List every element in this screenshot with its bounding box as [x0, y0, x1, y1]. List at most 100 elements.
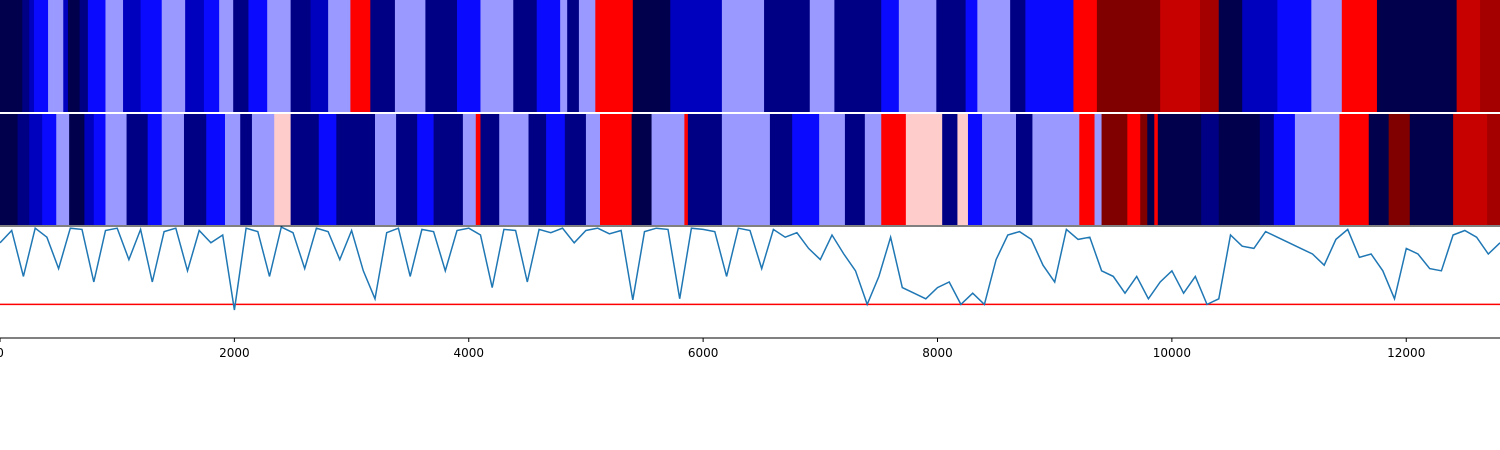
middle-strip-segment-47 [957, 114, 969, 225]
top-strip-segment-16 [233, 0, 250, 112]
middle-strip-segment-0 [0, 114, 19, 225]
top-strip-segment-33 [595, 0, 634, 112]
x-tick-label: 8000 [922, 346, 953, 360]
top-strip-segment-43 [965, 0, 978, 112]
top-strip-segment-39 [834, 0, 882, 112]
middle-strip-segment-15 [240, 114, 253, 225]
middle-strip-segment-35 [651, 114, 685, 225]
middle-strip-segment-17 [274, 114, 292, 225]
middle-strip-segment-28 [499, 114, 530, 225]
top-strip-segment-15 [219, 0, 234, 112]
middle-strip-segment-50 [1016, 114, 1034, 225]
middle-strip-segment-30 [546, 114, 566, 225]
top-strip-segment-41 [898, 0, 937, 112]
top-strip-segment-22 [350, 0, 371, 112]
top-strip-segment-46 [1025, 0, 1075, 112]
middle-strip-segment-32 [585, 114, 601, 225]
top-strip-segment-31 [567, 0, 580, 112]
top-strip-segment-45 [1010, 0, 1026, 112]
top-strip-segment-14 [203, 0, 220, 112]
middle-strip-segment-62 [1259, 114, 1275, 225]
x-axis: 0 2000 4000 6000 8000 10000 12000 [0, 338, 1425, 360]
top-strip-segment-52 [1242, 0, 1278, 112]
top-strip-segment-20 [310, 0, 329, 112]
top-strip-segment-55 [1341, 0, 1378, 112]
middle-strip-segment-29 [528, 114, 547, 225]
top-strip-segment-12 [161, 0, 186, 112]
middle-strip-segment-69 [1453, 114, 1488, 225]
middle-strip-segment-61 [1218, 114, 1261, 225]
middle-strip-segment-68 [1409, 114, 1454, 225]
top-strip-segment-24 [394, 0, 426, 112]
middle-strip-segment-53 [1094, 114, 1103, 225]
middle-strip-segment-13 [206, 114, 226, 225]
middle-strip-segment-48 [967, 114, 983, 225]
middle-strip-segment-4 [56, 114, 70, 225]
middle-strip-segment-67 [1388, 114, 1411, 225]
top-strip-segment-50 [1200, 0, 1220, 112]
middle-strip-segment-3 [42, 114, 57, 225]
middle-strip-segment-38 [721, 114, 771, 225]
top-strip-segment-8 [87, 0, 107, 112]
middle-strip-segment-55 [1127, 114, 1141, 225]
top-strip-segment-51 [1218, 0, 1243, 112]
line-plot-panel [0, 225, 1500, 339]
middle-strip-segment-51 [1032, 114, 1080, 225]
top-strip-segment-53 [1277, 0, 1312, 112]
top-strip-segment-42 [936, 0, 967, 112]
top-strip-segment-13 [185, 0, 205, 112]
top-strip-segment-32 [578, 0, 596, 112]
top-strip-segment-30 [560, 0, 568, 112]
top-strip-segment-37 [764, 0, 811, 112]
middle-strip-segment-58 [1154, 114, 1159, 225]
middle-strip-segment-20 [336, 114, 376, 225]
middle-strip-segment-66 [1368, 114, 1390, 225]
x-tick-label: 2000 [219, 346, 250, 360]
middle-strip-segment-46 [942, 114, 959, 225]
x-tick-label: 6000 [688, 346, 719, 360]
top-strip-segment-58 [1480, 0, 1500, 112]
heatmap-strip-top [0, 0, 1500, 112]
middle-strip-segment-22 [396, 114, 418, 225]
middle-strip-segment-24 [433, 114, 464, 225]
middle-strip-segment-7 [93, 114, 107, 225]
top-strip-segment-0 [0, 0, 23, 112]
middle-strip-segment-10 [147, 114, 163, 225]
plot-background [0, 226, 1500, 338]
series-line [0, 226, 1500, 311]
top-strip-segment-23 [370, 0, 396, 112]
middle-strip-segment-65 [1339, 114, 1370, 225]
top-strip-segment-26 [457, 0, 482, 112]
top-strip-segment-40 [881, 0, 900, 112]
middle-strip-segment-40 [792, 114, 820, 225]
top-strip-segment-19 [290, 0, 312, 112]
middle-strip-segment-8 [105, 114, 128, 225]
heatmap-strip-middle [0, 114, 1500, 225]
middle-strip-segment-52 [1079, 114, 1096, 225]
middle-strip-segment-45 [905, 114, 943, 225]
middle-strip-segment-23 [417, 114, 435, 225]
middle-strip-segment-16 [251, 114, 275, 225]
top-strip-segment-2 [29, 0, 35, 112]
top-strip-segment-34 [632, 0, 671, 112]
middle-strip-segment-31 [564, 114, 587, 225]
top-strip-segment-54 [1311, 0, 1343, 112]
x-tick-label: 0 [0, 346, 4, 360]
middle-strip-segment-2 [29, 114, 43, 225]
middle-strip-segment-6 [84, 114, 95, 225]
top-strip-segment-10 [123, 0, 142, 112]
middle-strip-segment-19 [318, 114, 337, 225]
top-strip-segment-29 [536, 0, 561, 112]
top-strip-segment-21 [328, 0, 351, 112]
middle-strip-segment-21 [375, 114, 397, 225]
top-strip-segment-4 [48, 0, 64, 112]
middle-strip-segment-37 [687, 114, 723, 225]
middle-strip-segment-9 [126, 114, 149, 225]
x-tick-label: 10000 [1153, 346, 1191, 360]
top-strip-segment-35 [670, 0, 723, 112]
middle-strip-segment-27 [480, 114, 500, 225]
top-strip-segment-57 [1456, 0, 1481, 112]
top-strip-segment-3 [33, 0, 49, 112]
top-strip-segment-47 [1073, 0, 1098, 112]
